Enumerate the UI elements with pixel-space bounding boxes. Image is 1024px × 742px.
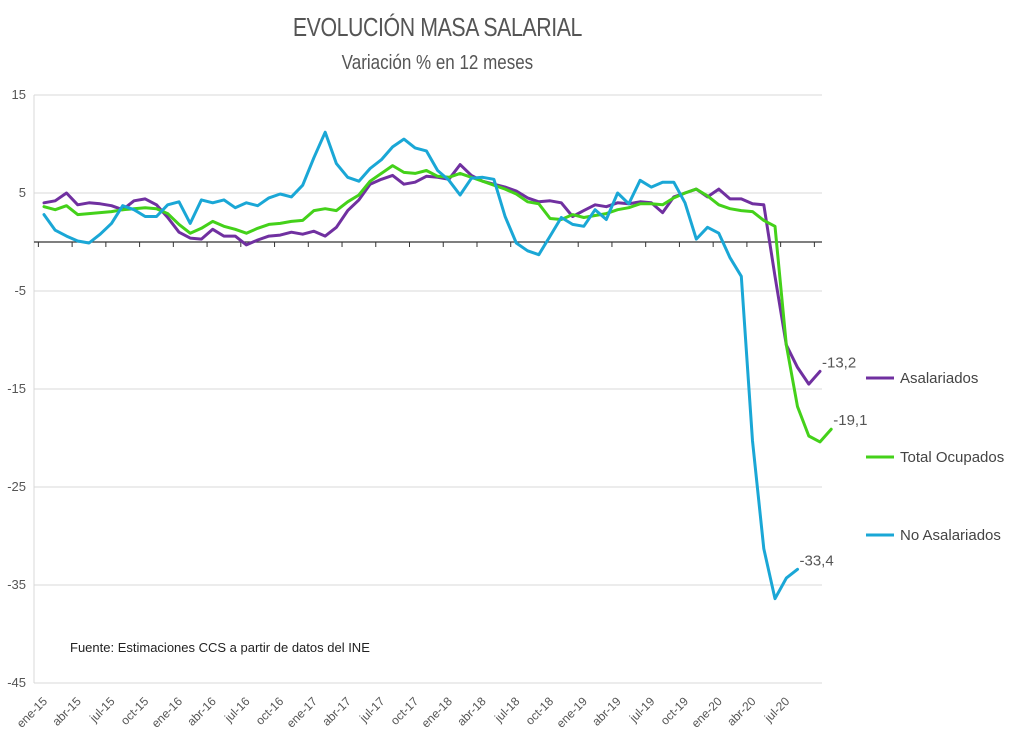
x-tick-label: jul-17 [356,694,388,726]
legend-label-no-asalariados: No Asalariados [900,527,1001,544]
x-tick-label: ene-16 [149,694,186,731]
x-tick-label: abr-19 [589,694,624,729]
x-tick-label: abr-20 [724,694,759,729]
y-tick-label: 5 [19,185,26,200]
x-tick-label: jul-16 [221,694,253,726]
x-tick-label: ene-18 [419,694,456,731]
x-tick-label: ene-17 [284,694,321,731]
end-label-total-ocupados: -19,1 [833,412,867,429]
legend-label-total-ocupados: Total Ocupados [900,449,1004,466]
y-tick-label: -15 [7,381,26,396]
x-tick-label: jul-19 [626,694,658,726]
end-label-no-asalariados: -33,4 [800,552,834,569]
x-tick-label: oct-17 [388,694,422,728]
chart-subtitle: Variación % en 12 meses [341,52,534,74]
x-tick-label: oct-19 [658,694,692,728]
x-tick-label: ene-20 [689,694,726,731]
y-tick-label: -45 [7,675,26,690]
x-tick-label: oct-15 [118,694,152,728]
chart-title: EVOLUCIÓN MASA SALARIAL [292,12,583,42]
end-labels: -13,2 -19,1 -33,4 [800,354,868,569]
x-tick-label: ene-15 [14,694,51,731]
y-tick-label: -35 [7,577,26,592]
legend: Asalariados Total Ocupados No Asalariados [866,370,1004,544]
x-tick-label: ene-19 [554,694,591,731]
y-tick-label: -5 [14,283,26,298]
series-lines [42,130,833,601]
series-line-total-ocupados [42,164,833,444]
x-tick-label: jul-20 [761,694,793,726]
x-tick-label: oct-16 [253,694,287,728]
gridlines [33,94,822,684]
legend-label-asalariados: Asalariados [900,370,978,387]
series-line-asalariados [42,163,822,386]
source-note: Fuente: Estimaciones CCS a partir de dat… [70,640,370,655]
x-tick-label: abr-17 [319,694,354,729]
y-tick-label: -25 [7,479,26,494]
y-tick-label: 15 [12,87,26,102]
y-axis-ticks: 15 5 -5 -15 -25 -35 -45 [7,87,26,690]
x-tick-label: oct-18 [523,694,557,728]
x-tick-label: jul-15 [86,694,118,726]
series-line-no-asalariados [42,130,799,601]
x-tick-label: jul-18 [491,694,523,726]
end-label-asalariados: -13,2 [822,354,856,371]
x-tick-label: abr-18 [454,694,489,729]
x-tick-label: abr-16 [184,694,219,729]
x-tick-label: abr-15 [49,694,84,729]
